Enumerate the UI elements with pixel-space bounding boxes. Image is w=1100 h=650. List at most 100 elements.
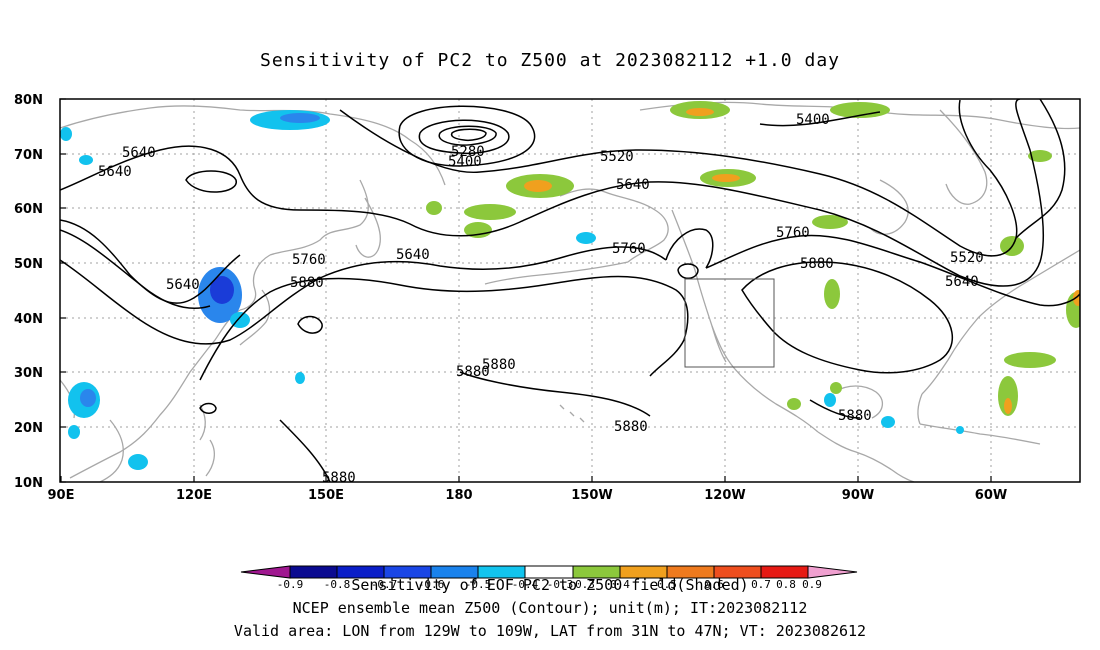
shade-neg-arctic-small: [79, 155, 93, 165]
coast-indochina: [99, 419, 124, 482]
lat-label: 40N: [14, 312, 43, 327]
shade-pos-gulf: [830, 382, 842, 394]
contour-5880-lower: [279, 419, 331, 482]
colorbar-label: 0.4: [610, 578, 630, 591]
shade-pos-greenland: [1028, 150, 1052, 162]
contour-label: 5640: [616, 177, 650, 193]
shade-neg-east-asia-core: [210, 276, 234, 304]
lon-label: 150W: [571, 488, 612, 503]
shade-pos-atlantic-2: [998, 376, 1018, 416]
coast-hawaii: [559, 404, 585, 423]
contour-5880-main: [199, 275, 689, 381]
colorbar-label: -0.9: [277, 578, 304, 591]
lat-label: 10N: [14, 476, 43, 491]
shade-neg-bay-core: [80, 389, 96, 407]
shade-pos-canada-core: [712, 174, 740, 182]
lon-label: 150E: [308, 488, 344, 503]
contour-label: 5400: [448, 154, 482, 170]
shade-neg-india: [68, 425, 80, 439]
shade-neg-nw-pac-speck: [295, 372, 305, 384]
contour-label: 5640: [396, 247, 430, 263]
shaded-regions: [60, 101, 1080, 470]
shade-pos-atlantic: [1004, 352, 1056, 368]
contour-5280-core: [450, 128, 487, 141]
lat-label: 60N: [14, 202, 43, 217]
colorbar-label: -0.4: [512, 578, 539, 591]
coast-japan: [239, 289, 271, 346]
lon-label: 120E: [176, 488, 212, 503]
coast-asia-north: [60, 105, 446, 186]
contour-5280-closed: [418, 119, 510, 155]
z500-contours: [60, 99, 1080, 482]
contour-small-loop: [199, 402, 217, 414]
coast-florida: [917, 393, 923, 425]
colorbar-label: 0.3: [575, 578, 595, 591]
lon-label: 90E: [48, 488, 75, 503]
contour-5520-east: [1015, 99, 1066, 239]
contour-label: 5400: [796, 112, 830, 128]
shade-pos-atlantic-core: [1004, 398, 1012, 414]
contour-label: 5280: [451, 144, 485, 160]
contour-5640-vortex: [185, 170, 237, 193]
colorbar-label: 0.7: [751, 578, 771, 591]
shade-pos-mexico: [787, 398, 801, 410]
contour-5280-inner: [438, 125, 497, 146]
coast-baja: [711, 325, 727, 363]
colorbar: -0.9 -0.8 -0.7 -0.6 -0.5 -0.4 -0.3 0.3 0…: [240, 565, 858, 591]
contour-5520-main: [339, 99, 1018, 257]
coast-west-na: [671, 209, 819, 433]
tick-marks: [60, 98, 992, 483]
colorbar-label: -0.8: [324, 578, 351, 591]
contour-label: 5880: [838, 408, 872, 424]
colorbar-labels: -0.9 -0.8 -0.7 -0.6 -0.5 -0.4 -0.3 0.3 0…: [277, 578, 822, 591]
lat-label: 80N: [14, 93, 43, 108]
colorbar-caption: Sensitivity of EOF PC2 to Z500 field(Sha…: [351, 576, 749, 594]
shade-pos-hudson: [812, 215, 848, 229]
contour-label: 5520: [950, 250, 984, 266]
map-frame: [59, 98, 1081, 483]
contour-label: 5640: [122, 145, 156, 161]
contour-label: 5760: [292, 252, 326, 268]
contour-labels: 5640 5640 5400 5280 5400 5520 5640 5640 …: [98, 112, 984, 482]
coast-greenland: [939, 109, 988, 205]
coast-taiwan-phil: [199, 404, 216, 477]
latitude-labels: 80N 70N 60N 50N 40N 30N 20N 10N: [14, 93, 43, 491]
colorbar-label: 0.5: [657, 578, 677, 591]
lat-label: 70N: [14, 148, 43, 163]
contour-5880-south: [459, 371, 651, 417]
contour-label: 5640: [166, 277, 200, 293]
shade-pos-midwest: [824, 279, 840, 309]
coast-siberia-east: [269, 179, 369, 256]
coast-mexico-central: [817, 431, 915, 482]
contour-caption: NCEP ensemble mean Z500 (Contour); unit(…: [292, 599, 808, 617]
coast-korea-china: [69, 309, 241, 479]
figure-title: Sensitivity of PC2 to Z500 at 2023082112…: [259, 50, 840, 71]
contour-label: 5880: [800, 256, 834, 272]
colorbar-label: 0.6: [704, 578, 724, 591]
contour-5880-pac-small: [297, 315, 323, 334]
contour-label: 5520: [600, 149, 634, 165]
lon-label: 180: [445, 488, 472, 503]
contour-label: 5880: [456, 364, 490, 380]
shade-neg-atlantic-small: [956, 426, 964, 434]
longitude-labels: 90E 120E 150E 180 150W 120W 90W 60W: [48, 488, 1008, 503]
lon-label: 60W: [975, 488, 1007, 503]
lon-label: 90W: [842, 488, 874, 503]
colorbar-label: 0.9: [802, 578, 822, 591]
contour-label: 5880: [482, 357, 516, 373]
contour-label: 5760: [612, 241, 646, 257]
contour-5760-main: [60, 246, 667, 345]
lat-label: 20N: [14, 421, 43, 436]
shade-neg-arctic-corner: [60, 127, 72, 141]
contour-5760-east: [705, 234, 1080, 307]
coast-alaska: [559, 188, 669, 263]
colorbar-end-right: [807, 565, 858, 579]
shade-pos-arctic-east: [830, 102, 890, 118]
contour-label: 5640: [98, 164, 132, 180]
contour-5760-west: [60, 229, 211, 310]
contour-5400-arctic: [759, 111, 881, 127]
contour-5880-mex: [809, 399, 861, 419]
valid-area-caption: Valid area: LON from 129W to 109W, LAT f…: [233, 622, 867, 640]
contour-5760-vortex-small: [677, 263, 699, 279]
